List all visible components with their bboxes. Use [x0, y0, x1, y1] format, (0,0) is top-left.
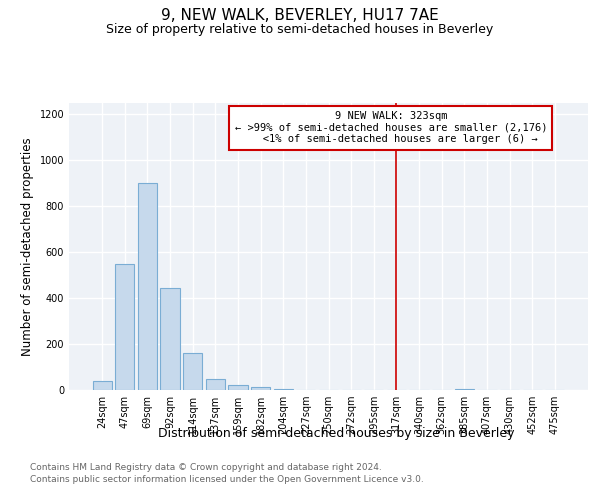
- Bar: [183, 353, 202, 390]
- Bar: [274, 389, 293, 390]
- Text: 9 NEW WALK: 323sqm
← >99% of semi-detached houses are smaller (2,176)
   <1% of : 9 NEW WALK: 323sqm ← >99% of semi-detach…: [235, 111, 547, 144]
- Y-axis label: Number of semi-detached properties: Number of semi-detached properties: [21, 137, 34, 356]
- Bar: [251, 386, 270, 390]
- Bar: [160, 288, 180, 390]
- Bar: [455, 389, 474, 390]
- Text: Contains public sector information licensed under the Open Government Licence v3: Contains public sector information licen…: [30, 475, 424, 484]
- Bar: [206, 379, 225, 390]
- Text: 9, NEW WALK, BEVERLEY, HU17 7AE: 9, NEW WALK, BEVERLEY, HU17 7AE: [161, 8, 439, 22]
- Text: Size of property relative to semi-detached houses in Beverley: Size of property relative to semi-detach…: [106, 22, 494, 36]
- Bar: [115, 264, 134, 390]
- Text: Distribution of semi-detached houses by size in Beverley: Distribution of semi-detached houses by …: [158, 428, 514, 440]
- Text: Contains HM Land Registry data © Crown copyright and database right 2024.: Contains HM Land Registry data © Crown c…: [30, 464, 382, 472]
- Bar: [138, 183, 157, 390]
- Bar: [229, 386, 248, 390]
- Bar: [92, 381, 112, 390]
